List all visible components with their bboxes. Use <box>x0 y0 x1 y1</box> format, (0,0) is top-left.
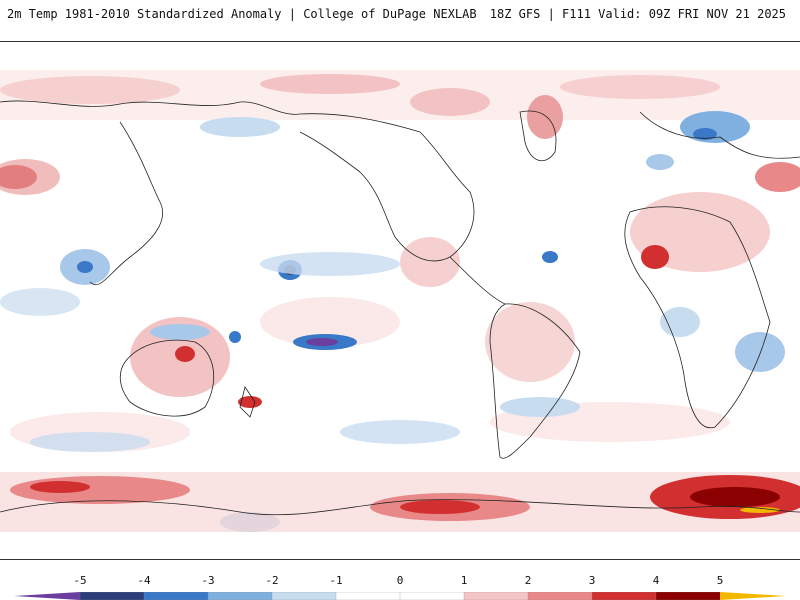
colorbar-segment <box>207 592 273 600</box>
map-canvas <box>0 42 800 559</box>
colorbar-tick: 1 <box>460 574 468 587</box>
antarctic-warm-band <box>0 472 800 532</box>
colorbar-tick: 3 <box>588 574 596 587</box>
coastlines <box>0 100 800 516</box>
colorbar-tick: 5 <box>716 574 724 587</box>
model-valid-time: 18Z GFS | F111 Valid: 09Z FRI NOV 21 202… <box>489 7 786 21</box>
anomaly-map <box>0 41 800 560</box>
colorbar-tick: -4 <box>137 574 151 587</box>
colorbar <box>14 592 786 600</box>
colorbar-segment <box>527 592 593 600</box>
colorbar-tick: 4 <box>652 574 660 587</box>
colorbar-segment <box>271 592 337 600</box>
colorbar-segment <box>143 592 209 600</box>
colorbar-segment <box>463 592 529 600</box>
colorbar-max-arrow <box>720 592 786 600</box>
colorbar-tick: 0 <box>396 574 404 587</box>
colorbar-segment <box>335 592 401 600</box>
colorbar-tick: -5 <box>73 574 87 587</box>
colorbar-tick: -1 <box>329 574 343 587</box>
colorbar-segment <box>655 592 721 600</box>
colorbar-segment <box>399 592 465 600</box>
colorbar-tick: 2 <box>524 574 532 587</box>
colorbar-segment <box>79 592 145 600</box>
colorbar-tick: -3 <box>201 574 215 587</box>
header: 2m Temp 1981-2010 Standardized Anomaly |… <box>0 0 800 28</box>
map-title: 2m Temp 1981-2010 Standardized Anomaly |… <box>7 7 477 21</box>
colorbar-segment <box>591 592 657 600</box>
colorbar-min-arrow <box>14 592 80 600</box>
colorbar-tick: -2 <box>265 574 279 587</box>
